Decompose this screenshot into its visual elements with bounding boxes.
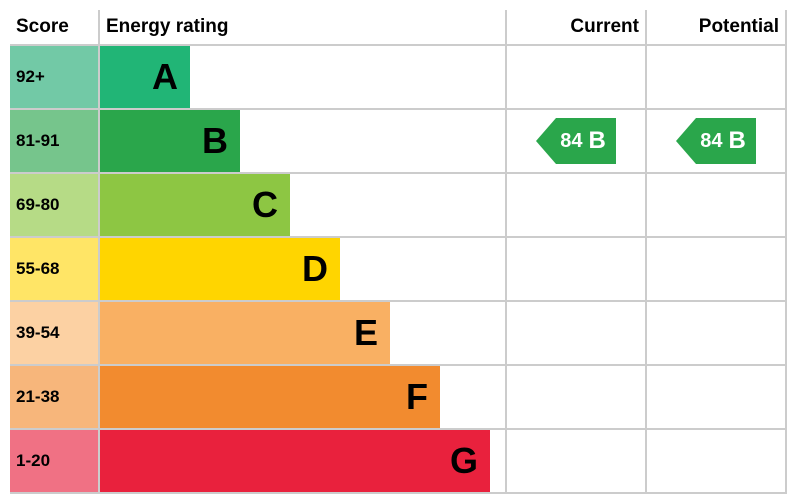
current-cell: [507, 302, 647, 364]
header-rating: Energy rating: [100, 10, 507, 44]
potential-cell: [647, 302, 787, 364]
current-cell: [507, 46, 647, 108]
rating-letter: C: [252, 184, 278, 226]
rating-bar: E: [100, 302, 390, 364]
current-cell: [507, 238, 647, 300]
arrow-letter: B: [588, 127, 605, 155]
score-cell: 92+: [10, 46, 100, 108]
band-row: 39-54 E: [10, 302, 787, 366]
arrow-body: 84 B: [696, 118, 756, 164]
arrow-score: 84: [700, 130, 722, 153]
potential-cell: 84 B: [647, 110, 787, 172]
rating-bar: D: [100, 238, 340, 300]
rating-cell: A: [100, 46, 507, 108]
header-row: Score Energy rating Current Potential: [10, 10, 787, 46]
rating-bar: A: [100, 46, 190, 108]
rating-cell: G: [100, 430, 507, 492]
header-current: Current: [507, 10, 647, 44]
rating-cell: F: [100, 366, 507, 428]
arrow-head-icon: [676, 118, 696, 164]
current-cell: [507, 174, 647, 236]
rating-cell: B: [100, 110, 507, 172]
rating-cell: C: [100, 174, 507, 236]
band-row: 55-68 D: [10, 238, 787, 302]
potential-cell: [647, 238, 787, 300]
arrow-body: 84 B: [556, 118, 616, 164]
score-cell: 81-91: [10, 110, 100, 172]
rating-bar: C: [100, 174, 290, 236]
rating-bar: F: [100, 366, 440, 428]
band-row: 81-91 B 84 B 84 B: [10, 110, 787, 174]
rating-bar: B: [100, 110, 240, 172]
band-row: 1-20 G: [10, 430, 787, 494]
band-row: 21-38 F: [10, 366, 787, 430]
score-cell: 39-54: [10, 302, 100, 364]
potential-cell: [647, 46, 787, 108]
rating-letter: D: [302, 248, 328, 290]
score-cell: 69-80: [10, 174, 100, 236]
band-row: 92+ A: [10, 46, 787, 110]
current-cell: [507, 430, 647, 492]
potential-badge: 84 B: [676, 118, 756, 164]
rating-letter: G: [450, 440, 478, 482]
header-score: Score: [10, 10, 100, 44]
score-cell: 55-68: [10, 238, 100, 300]
header-potential: Potential: [647, 10, 787, 44]
rating-letter: A: [152, 56, 178, 98]
rating-cell: E: [100, 302, 507, 364]
rating-bar: G: [100, 430, 490, 492]
rating-cell: D: [100, 238, 507, 300]
current-cell: 84 B: [507, 110, 647, 172]
score-cell: 21-38: [10, 366, 100, 428]
current-cell: [507, 366, 647, 428]
epc-chart: Score Energy rating Current Potential 92…: [10, 10, 787, 494]
score-cell: 1-20: [10, 430, 100, 492]
arrow-letter: B: [728, 127, 745, 155]
potential-cell: [647, 430, 787, 492]
rating-letter: F: [406, 376, 428, 418]
current-badge: 84 B: [536, 118, 616, 164]
arrow-head-icon: [536, 118, 556, 164]
rating-letter: E: [354, 312, 378, 354]
band-row: 69-80 C: [10, 174, 787, 238]
potential-cell: [647, 366, 787, 428]
potential-cell: [647, 174, 787, 236]
arrow-score: 84: [560, 130, 582, 153]
rating-letter: B: [202, 120, 228, 162]
